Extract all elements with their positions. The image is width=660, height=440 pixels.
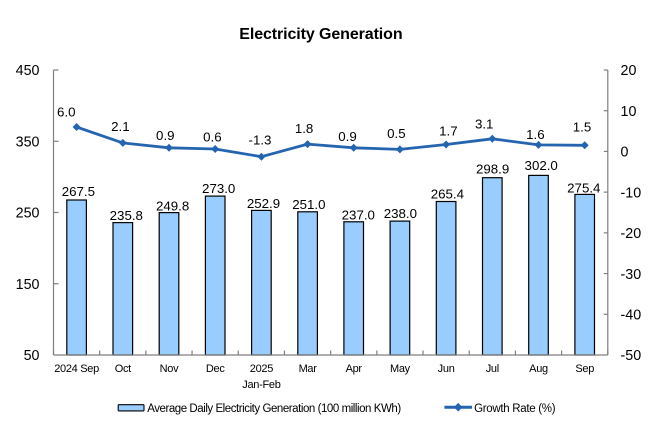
svg-text:10: 10 [621,104,637,120]
svg-text:275.4: 275.4 [567,180,600,195]
svg-text:1.7: 1.7 [439,123,458,138]
svg-text:50: 50 [24,348,40,364]
svg-text:2.1: 2.1 [111,119,130,134]
svg-text:302.0: 302.0 [525,158,558,173]
svg-text:-50: -50 [621,348,642,364]
svg-text:Sep: Sep [575,363,594,375]
svg-text:Average Daily Electricity Gene: Average Daily Electricity Generation (10… [147,403,401,415]
svg-text:20: 20 [621,63,637,79]
svg-text:1.8: 1.8 [295,121,314,136]
svg-text:Oct: Oct [115,363,131,375]
svg-text:265.4: 265.4 [431,187,464,202]
svg-text:-40: -40 [621,308,642,324]
svg-text:3.1: 3.1 [475,117,494,132]
svg-text:0.9: 0.9 [156,128,175,143]
svg-text:350: 350 [16,134,40,150]
svg-text:-1.3: -1.3 [249,132,272,147]
svg-text:May: May [390,363,411,375]
svg-text:Jan-Feb: Jan-Feb [242,379,280,391]
svg-text:250: 250 [16,206,40,222]
svg-text:Dec: Dec [206,363,225,375]
svg-text:Apr: Apr [346,363,363,375]
svg-text:-30: -30 [621,267,642,283]
svg-text:-10: -10 [621,185,642,201]
svg-text:0.6: 0.6 [203,129,222,144]
svg-text:Jul: Jul [486,363,499,375]
svg-text:2025: 2025 [250,363,273,375]
svg-text:Jun: Jun [438,363,455,375]
svg-text:1.6: 1.6 [526,127,545,142]
svg-text:0.5: 0.5 [387,126,406,141]
svg-text:235.8: 235.8 [110,208,143,223]
svg-text:238.0: 238.0 [384,206,417,221]
svg-text:249.8: 249.8 [156,198,189,213]
svg-text:1.5: 1.5 [573,120,592,135]
svg-text:-20: -20 [621,226,642,242]
svg-text:Growth Rate (%): Growth Rate (%) [474,403,556,415]
svg-text:298.9: 298.9 [476,162,509,177]
svg-text:252.9: 252.9 [247,196,280,211]
svg-text:0: 0 [621,145,629,161]
svg-text:Nov: Nov [160,363,179,375]
svg-text:251.0: 251.0 [292,197,325,212]
svg-text:273.0: 273.0 [202,181,235,196]
svg-text:2024 Sep: 2024 Sep [54,363,99,375]
svg-text:6.0: 6.0 [57,104,76,119]
svg-text:237.0: 237.0 [342,208,375,223]
svg-text:0.9: 0.9 [338,129,357,144]
svg-text:Mar: Mar [299,363,318,375]
svg-text:150: 150 [16,277,40,293]
svg-text:Aug: Aug [529,363,548,375]
svg-text:Electricity Generation: Electricity Generation [239,26,402,43]
svg-text:267.5: 267.5 [62,184,95,199]
svg-text:450: 450 [16,63,40,79]
